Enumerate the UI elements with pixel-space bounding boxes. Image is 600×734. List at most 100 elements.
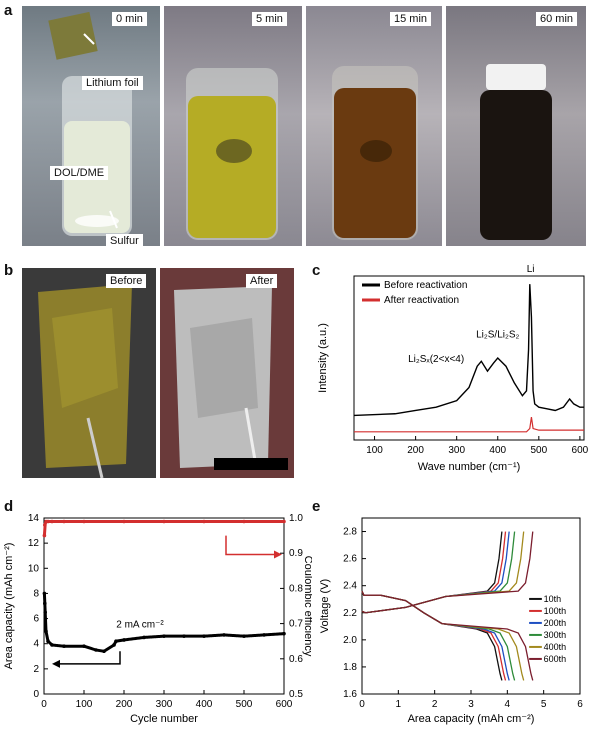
peak-annotation: Li₂Sₓ(2<x<4) — [408, 354, 464, 365]
x-axis-label: Cycle number — [130, 713, 198, 725]
vial-illustration — [48, 11, 132, 236]
legend-entry: 200th — [544, 618, 567, 628]
peak-annotation: Li — [527, 264, 535, 275]
y-tick-label: 14 — [28, 513, 40, 524]
chart-cycling: 0 100 200 300 400 500 600 0 2 4 6 8 10 12 14 0.5 0.6 0.7 0… — [3, 513, 312, 725]
vial-cap — [486, 64, 546, 90]
legend-entry: 400th — [544, 642, 567, 652]
x-tick-label: 3 — [468, 699, 474, 710]
plot-frame — [43, 517, 285, 695]
discharge-curve-10th — [361, 590, 503, 681]
y-axis-label: Voltage (V) — [319, 579, 331, 633]
vial-photo-5min: 5 min — [164, 6, 302, 246]
y-right-tick-label: 1.0 — [289, 513, 303, 524]
chart-voltage-profiles: 0 1 2 3 4 5 6 1.6 1.8 2.0 2.2 2.4 2.6 2.8 Area capacit… — [319, 517, 583, 725]
current-density-annotation: 2 mA cm⁻² — [116, 619, 164, 630]
x-tick-label: 500 — [530, 445, 547, 456]
y-tick-label: 2.6 — [343, 554, 357, 565]
foil-after-illustration — [174, 286, 288, 470]
y-right-tick-label: 0.5 — [289, 689, 303, 700]
foil-photo-after: After — [160, 268, 294, 478]
y-tick-label: 2.0 — [343, 635, 357, 646]
arrow-left-axis — [56, 651, 121, 665]
chart-raman-spectrum: 100 200 300 400 500 600 Wave number (cm⁻¹) Inte… — [317, 264, 589, 473]
panel-label-b: b — [4, 262, 14, 279]
x-tick-label: 1 — [396, 699, 402, 710]
legend-entry: 10th — [544, 594, 562, 604]
charge-curve-400th — [361, 531, 525, 614]
sulfur-label: Sulfur — [106, 234, 143, 246]
legend-entry: 300th — [544, 630, 567, 640]
x-tick-label: 400 — [489, 445, 506, 456]
sulfur-powder — [75, 215, 119, 227]
y-tick-label: 4 — [33, 639, 39, 650]
y-tick-label: 2.4 — [343, 581, 357, 592]
time-label: 5 min — [252, 12, 287, 26]
series-line-after — [354, 416, 584, 433]
y-right-axis-label: Coulombic efficiency — [302, 556, 312, 657]
y-tick-label: 2 — [33, 664, 39, 675]
foil-photo-before: Before — [22, 268, 156, 478]
solvent-label: DOL/DME — [50, 166, 109, 180]
foil-before-illustration — [38, 284, 132, 478]
vial-illustration — [332, 66, 418, 240]
y-tick-label: 2.2 — [343, 608, 357, 619]
arrow-right-head — [274, 550, 282, 559]
x-tick-label: 5 — [541, 699, 547, 710]
charge-curve-300th — [361, 531, 516, 614]
series-line-before — [353, 284, 584, 417]
x-tick-label: 300 — [156, 699, 173, 710]
y-right-tick-label: 0.9 — [289, 548, 303, 559]
legend-entry: Before reactivation — [384, 280, 467, 291]
legend-entry: After reactivation — [384, 295, 459, 306]
y-axis-label: Intensity (a.u.) — [317, 323, 329, 393]
x-axis-label: Area capacity (mAh cm⁻²) — [408, 713, 535, 725]
tweezer — [244, 407, 258, 467]
vial-illustration — [186, 68, 278, 240]
efficiency-series — [42, 520, 284, 536]
y-tick-label: 0 — [33, 689, 39, 700]
arrow-right-axis — [225, 535, 278, 556]
x-tick-label: 6 — [577, 699, 583, 710]
panel-label-d: d — [4, 498, 14, 515]
lithium-foil-label: Lithium foil — [82, 76, 143, 90]
tweezer — [86, 417, 104, 478]
x-tick-label: 200 — [407, 445, 424, 456]
legend-entry: 100th — [544, 606, 567, 616]
vial-photo-15min: 15 min — [306, 6, 442, 246]
x-tick-label: 600 — [572, 445, 589, 456]
panel-label-c: c — [312, 262, 321, 279]
x-tick-label: 400 — [196, 699, 213, 710]
after-label: After — [246, 274, 278, 288]
y-tick-label: 1.6 — [343, 689, 357, 700]
panel-label-a: a — [4, 2, 13, 19]
y-tick-label: 10 — [28, 563, 40, 574]
scale-bar — [214, 458, 288, 470]
x-tick-label: 100 — [366, 445, 383, 456]
vial-illustration — [480, 64, 552, 240]
capacity-series — [42, 593, 284, 653]
x-tick-label: 100 — [76, 699, 93, 710]
charge-curve-200th — [361, 531, 510, 614]
discharge-curve-200th — [361, 590, 510, 681]
plot-frame — [353, 275, 585, 441]
y-tick-label: 6 — [33, 614, 39, 625]
x-axis-label: Wave number (cm⁻¹) — [418, 461, 521, 473]
x-tick-label: 2 — [432, 699, 438, 710]
time-label: 0 min — [112, 12, 147, 26]
x-tick-label: 600 — [276, 699, 293, 710]
lithium-foil — [48, 11, 98, 60]
y-right-tick-label: 0.6 — [289, 654, 303, 665]
y-right-tick-label: 0.8 — [289, 583, 303, 594]
charge-curve-600th — [361, 531, 534, 614]
y-right-tick-label: 0.7 — [289, 619, 303, 630]
y-tick-label: 8 — [33, 588, 39, 599]
arrow-left-head — [52, 659, 60, 668]
before-label: Before — [106, 274, 147, 288]
time-label: 60 min — [536, 12, 578, 26]
discharge-curve-100th — [361, 590, 507, 681]
time-label: 15 min — [390, 12, 432, 26]
vial-photo-0min: 0 min Lithium foil DOL/DME Sulfur — [22, 6, 160, 246]
y-tick-label: 12 — [28, 538, 40, 549]
discharge-curve-400th — [361, 590, 525, 681]
